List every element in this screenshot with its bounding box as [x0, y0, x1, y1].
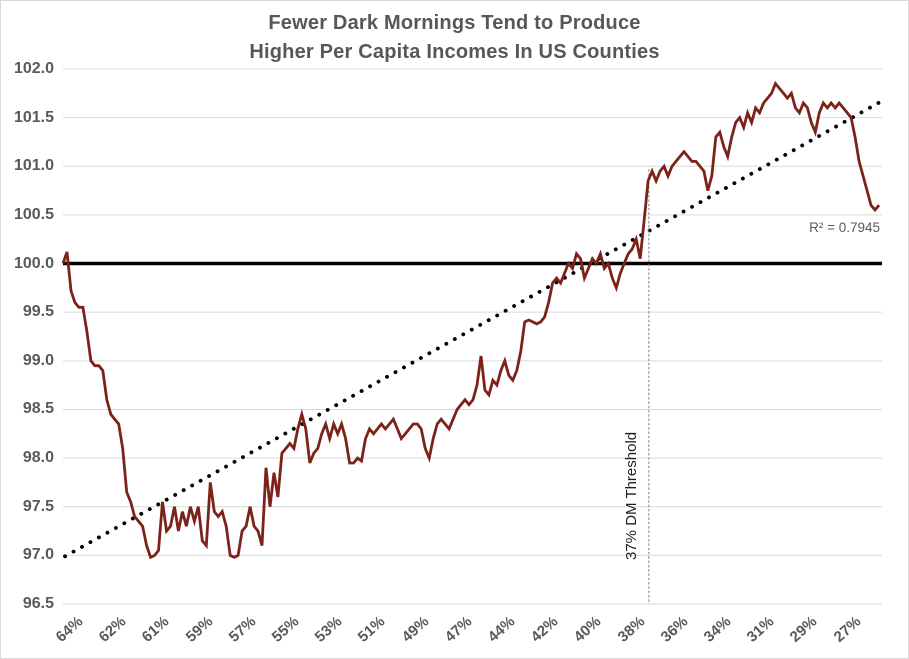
r-squared-annotation: R² = 0.7945: [809, 220, 880, 235]
y-axis-label: 97.5: [22, 497, 54, 515]
y-axis-label: 98.5: [22, 400, 54, 418]
y-axis-label: 97.0: [22, 546, 54, 564]
y-axis-label: 100.5: [13, 205, 54, 223]
y-axis-label: 101.5: [13, 108, 54, 126]
chart-title-line1: Fewer Dark Mornings Tend to Produce: [268, 12, 641, 34]
chart-title-line2: Higher Per Capita Incomes In US Counties: [249, 41, 660, 63]
y-axis-label: 99.5: [22, 303, 54, 321]
chart-title: Fewer Dark Mornings Tend to Produce High…: [1, 9, 908, 67]
threshold-annotation: 37% DM Threshold: [623, 431, 640, 560]
y-axis-label: 102.0: [13, 60, 54, 77]
y-axis-label: 98.0: [22, 449, 54, 467]
y-axis-label: 99.0: [22, 351, 54, 369]
trendline: [63, 100, 882, 559]
y-axis-label: 96.5: [22, 595, 54, 612]
y-axis-label: 101.0: [13, 157, 54, 175]
y-axis-label: 100.0: [13, 254, 54, 272]
series-line: [61, 80, 881, 560]
